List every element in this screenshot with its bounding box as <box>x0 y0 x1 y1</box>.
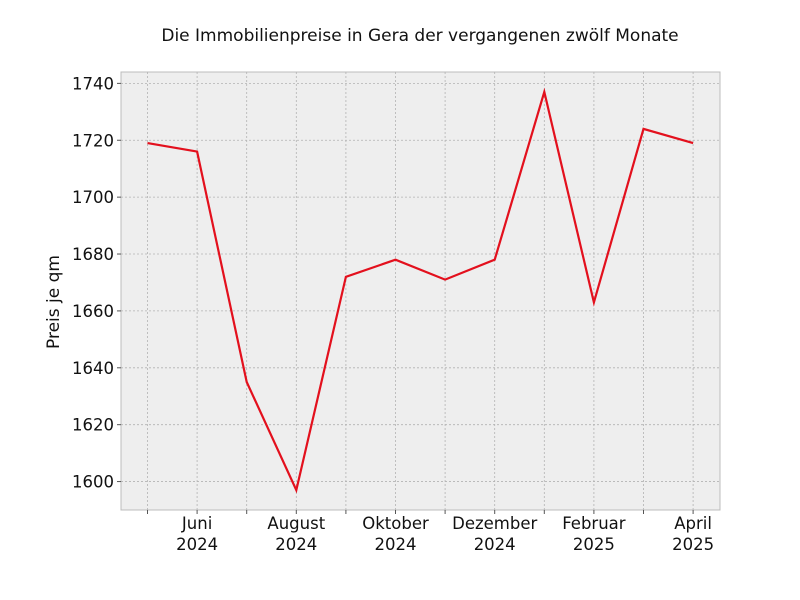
x-tick-label-year: 2025 <box>573 535 615 554</box>
y-tick-label: 1700 <box>72 188 114 207</box>
x-tick-label-year: 2025 <box>672 535 714 554</box>
y-tick-label: 1740 <box>72 74 114 93</box>
x-tick-label-year: 2024 <box>375 535 417 554</box>
x-tick-label-year: 2024 <box>275 535 317 554</box>
x-tick-label-year: 2024 <box>474 535 516 554</box>
y-tick-label: 1600 <box>72 473 114 492</box>
series-layer <box>147 87 694 494</box>
plot-area <box>120 71 721 511</box>
y-tick-label: 1620 <box>72 416 114 435</box>
x-tick-label-month: Dezember <box>452 514 537 533</box>
x-tick-label-month: April <box>674 514 712 533</box>
x-tick-label-year: 2024 <box>176 535 218 554</box>
y-tick-label: 1640 <box>72 359 114 378</box>
y-tick-label: 1680 <box>72 245 114 264</box>
y-tick-label: 1720 <box>72 131 114 150</box>
chart-title: Die Immobilienpreise in Gera der vergang… <box>161 26 679 46</box>
x-tick-label-month: Juni <box>181 514 212 533</box>
x-tick-label-month: Oktober <box>362 514 429 533</box>
y-tick-label: 1660 <box>72 302 114 321</box>
y-axis-label: Preis je qm <box>44 255 64 349</box>
grid-lines <box>121 72 720 510</box>
x-tick-label-month: August <box>267 514 325 533</box>
price-series-line <box>147 87 694 494</box>
x-tick-label-month: Februar <box>562 514 626 533</box>
axis-ticks: 1600 1620 1640 1660 1680 1700 1720 1740 Juni 2024… <box>72 74 714 554</box>
